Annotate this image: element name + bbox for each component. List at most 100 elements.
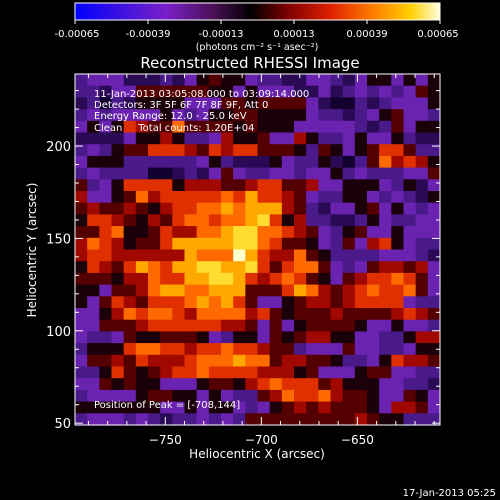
- heatmap-cell: [245, 97, 259, 110]
- heatmap-cell: [403, 261, 417, 274]
- heatmap-cell: [257, 97, 271, 110]
- heatmap-cell: [354, 272, 368, 286]
- colorbar-tick-label: -0.00039: [126, 29, 171, 40]
- heatmap-cell: [367, 132, 380, 145]
- heatmap-cell: [306, 249, 319, 262]
- heatmap-cell: [403, 331, 417, 344]
- heatmap-cell: [172, 191, 186, 204]
- heatmap-cell: [269, 343, 283, 356]
- heatmap-cell: [294, 308, 307, 321]
- heatmap-cell: [221, 413, 234, 426]
- heatmap-cell: [257, 179, 271, 192]
- heatmap-cell: [391, 284, 405, 297]
- heatmap-cell: [87, 226, 100, 239]
- heatmap-cell: [172, 366, 186, 379]
- heatmap-cell: [269, 378, 283, 391]
- heatmap-cell: [269, 155, 283, 169]
- heatmap-cell: [427, 389, 441, 403]
- heatmap-cell: [269, 74, 283, 87]
- heatmap-cell: [111, 85, 125, 98]
- heatmap-cell: [403, 354, 417, 368]
- heatmap-cell: [87, 296, 100, 309]
- heatmap-cell: [135, 155, 149, 169]
- heatmap-cell: [123, 97, 137, 110]
- heatmap-cell: [318, 308, 332, 321]
- heatmap-cell: [99, 378, 113, 391]
- heatmap-cell: [367, 284, 380, 297]
- heatmap-cell: [427, 237, 441, 251]
- heatmap-cell: [391, 354, 405, 368]
- heatmap-cell: [245, 401, 259, 414]
- heatmap-cell: [306, 144, 319, 157]
- heatmap-cell: [306, 167, 319, 180]
- heatmap-cell: [318, 261, 332, 274]
- heatmap-cell: [148, 97, 161, 110]
- heatmap-cell: [196, 97, 210, 110]
- heatmap-cell: [75, 331, 88, 344]
- heatmap-cell: [184, 272, 198, 286]
- heatmap-cell: [135, 296, 149, 309]
- heatmap-cell: [257, 214, 271, 227]
- heatmap-cell: [148, 261, 161, 274]
- heatmap-cell: [135, 132, 149, 145]
- heatmap-cell: [148, 308, 161, 321]
- heatmap-cell: [184, 249, 198, 262]
- heatmap-cell: [148, 167, 161, 180]
- heatmap-cell: [269, 85, 283, 98]
- heatmap-cell: [306, 308, 319, 321]
- heatmap-cell: [233, 202, 246, 215]
- heatmap-cell: [379, 401, 392, 414]
- heatmap-cell: [148, 389, 161, 403]
- heatmap-cell: [379, 97, 392, 110]
- heatmap-cell: [281, 401, 295, 414]
- heatmap-cell: [403, 389, 417, 403]
- heatmap-cell: [354, 249, 368, 262]
- heatmap-cell: [379, 132, 392, 145]
- heatmap-cell: [342, 109, 356, 122]
- heatmap-cell: [75, 74, 88, 87]
- heatmap-cell: [367, 179, 380, 192]
- heatmap-cell: [342, 331, 356, 344]
- heatmap-cell: [318, 401, 332, 414]
- heatmap-cell: [111, 155, 125, 169]
- heatmap-cell: [415, 249, 429, 262]
- heatmap-cell: [233, 144, 246, 157]
- heatmap-cell: [221, 179, 234, 192]
- heatmap-cell: [221, 144, 234, 157]
- heatmap-cell: [111, 319, 125, 332]
- chart-title: Reconstructed RHESSI Image: [140, 54, 359, 72]
- heatmap-cell: [306, 237, 319, 251]
- heatmap-cell: [269, 331, 283, 344]
- heatmap-cell: [208, 202, 222, 215]
- heatmap-cell: [391, 378, 405, 391]
- heatmap-cell: [318, 191, 332, 204]
- heatmap-cell: [281, 389, 295, 403]
- annotation-energy-range: Energy Range: 12.0 - 25.0 keV: [94, 111, 247, 122]
- heatmap-cell: [87, 167, 100, 180]
- heatmap-cell: [427, 319, 441, 332]
- x-tick-label: −700: [245, 433, 278, 447]
- heatmap-cell: [245, 272, 259, 286]
- heatmap-cell: [318, 389, 332, 403]
- heatmap-cell: [172, 202, 186, 215]
- heatmap-cell: [99, 226, 113, 239]
- heatmap-cell: [208, 97, 222, 110]
- heatmap-cell: [75, 308, 88, 321]
- heatmap-cell: [306, 191, 319, 204]
- heatmap-cell: [184, 343, 198, 356]
- heatmap-cell: [306, 85, 319, 98]
- heatmap-cell: [415, 389, 429, 403]
- heatmap-cell: [221, 389, 234, 403]
- heatmap-cell: [184, 389, 198, 403]
- heatmap-cell: [318, 132, 332, 145]
- heatmap-cell: [306, 179, 319, 192]
- heatmap-cell: [354, 261, 368, 274]
- heatmap-cell: [281, 249, 295, 262]
- heatmap-cell: [294, 144, 307, 157]
- heatmap-cell: [391, 389, 405, 403]
- heatmap-cell: [306, 261, 319, 274]
- heatmap-cell: [160, 191, 173, 204]
- heatmap-cell: [172, 167, 186, 180]
- heatmap-cell: [391, 343, 405, 356]
- heatmap-cell: [379, 249, 392, 262]
